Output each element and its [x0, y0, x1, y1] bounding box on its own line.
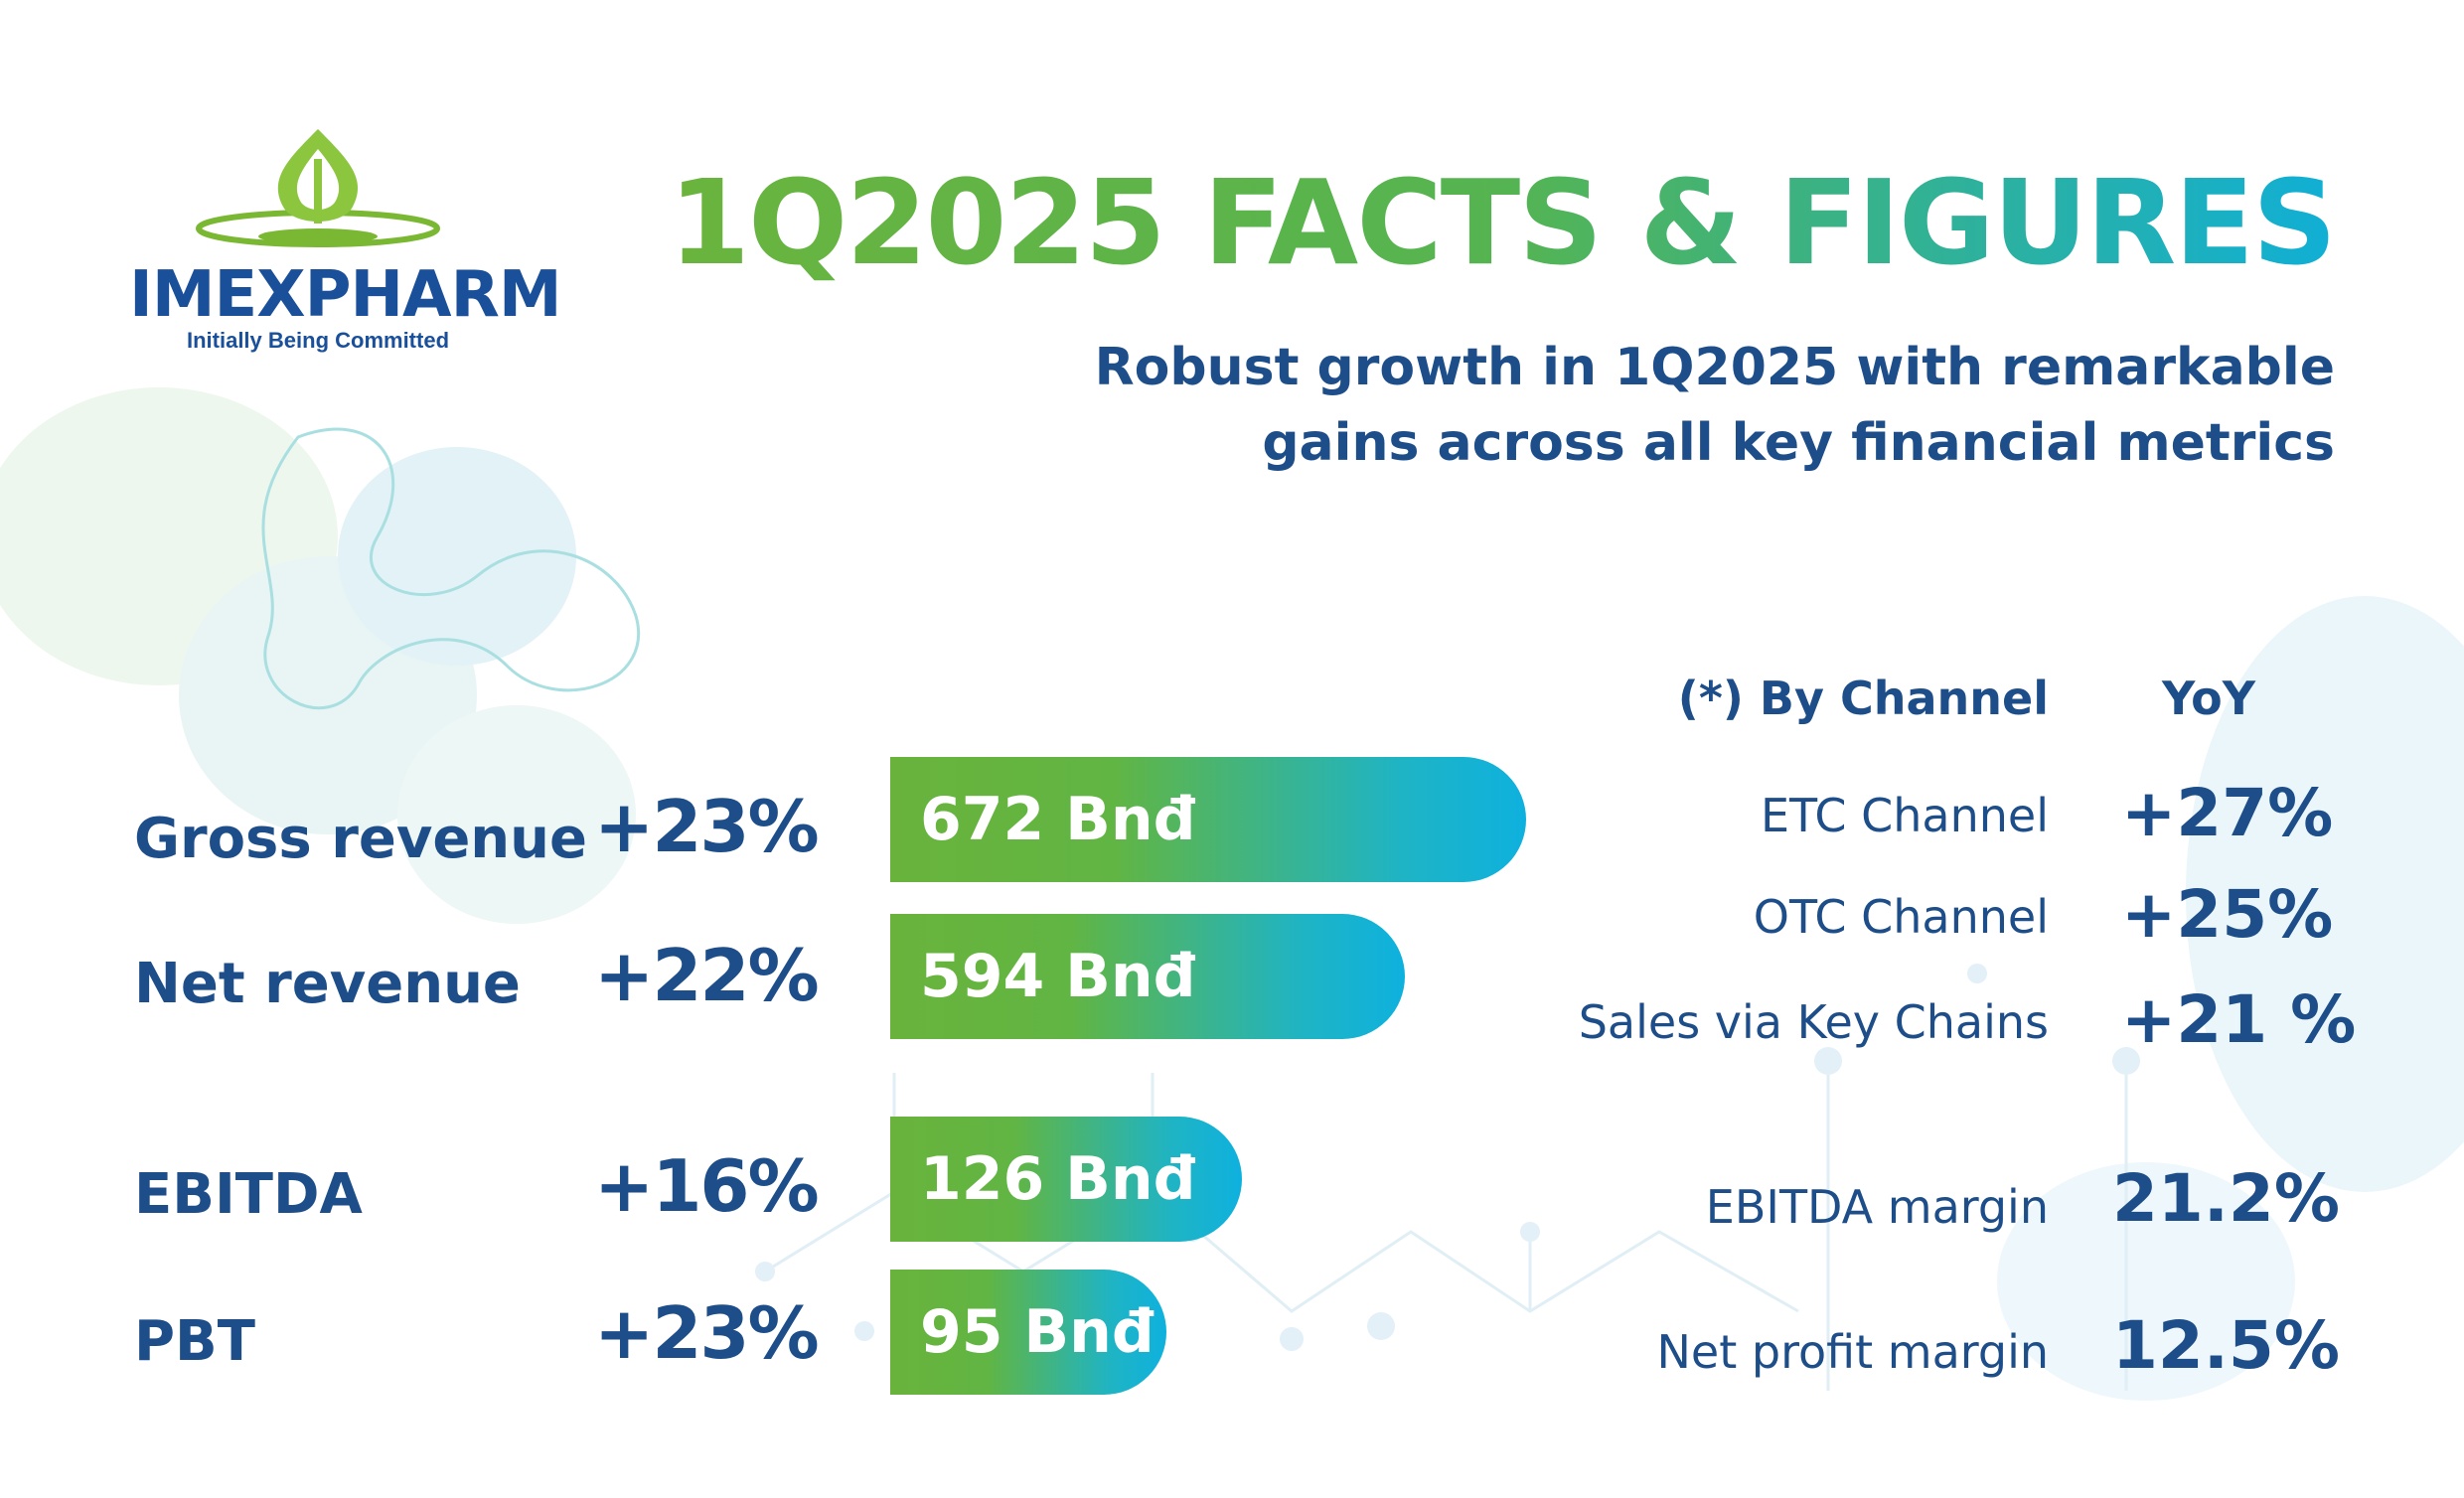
metric-label-net-revenue: Net revenue: [134, 952, 521, 1016]
metric-value-net-revenue: 594 Bnđ: [920, 942, 1196, 1011]
channel-label-etc: ETC Channel: [1760, 789, 2049, 842]
metric-growth-ebitda: +16%: [594, 1144, 820, 1228]
imexpharm-logo: IMEXPHARM Initially Being Committed: [129, 119, 562, 368]
metric-growth-gross-revenue: +23%: [594, 785, 820, 868]
metric-bar-pbt: 95 Bnđ: [890, 1270, 1166, 1395]
metric-value-ebitda: 126 Bnđ: [920, 1144, 1196, 1214]
brand-tagline: Initially Being Committed: [186, 328, 450, 353]
metric-bar-ebitda: 126 Bnđ: [890, 1117, 1242, 1242]
page-title: 1Q2025 FACTS & FIGURES: [668, 154, 2337, 291]
metric-value-pbt: 95 Bnđ: [920, 1297, 1155, 1367]
channel-header-yoy: YoY: [2162, 672, 2255, 725]
metric-growth-net-revenue: +22%: [594, 934, 820, 1017]
metric-label-ebitda: EBITDA: [134, 1162, 363, 1227]
brand-name: IMEXPHARM: [129, 258, 562, 332]
margin-label-net-profit: Net profit margin: [1656, 1325, 2049, 1379]
channel-value-otc: +25%: [2121, 876, 2334, 953]
channel-value-key-chains: +21 %: [2121, 981, 2357, 1058]
margin-value-net-profit: 12.5%: [2112, 1307, 2340, 1384]
channel-header-label: (*) By Channel: [1677, 672, 2049, 725]
metric-value-gross-revenue: 672 Bnđ: [920, 785, 1196, 854]
metric-bar-net-revenue: 594 Bnđ: [890, 914, 1405, 1039]
leaf-logo-icon: [196, 129, 440, 247]
margin-label-ebitda: EBITDA margin: [1705, 1180, 2049, 1234]
channel-value-etc: +27%: [2121, 775, 2334, 851]
channel-label-otc: OTC Channel: [1753, 890, 2049, 944]
metric-label-pbt: PBT: [134, 1309, 255, 1374]
metric-label-gross-revenue: Gross revenue: [134, 807, 588, 871]
channel-label-key-chains: Sales via Key Chains: [1578, 995, 2049, 1049]
metric-bar-gross-revenue: 672 Bnđ: [890, 757, 1526, 882]
metric-growth-pbt: +23%: [594, 1291, 820, 1375]
margin-value-ebitda: 21.2%: [2112, 1160, 2340, 1237]
page-subtitle: Robust growth in 1Q2025 with remarkable …: [1094, 338, 2335, 473]
